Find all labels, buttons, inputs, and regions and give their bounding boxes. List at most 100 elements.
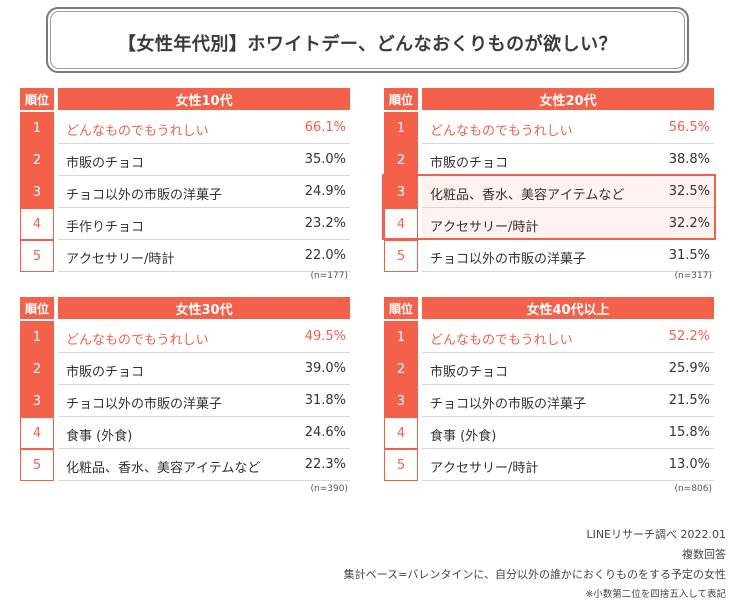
rank-header: 順位: [384, 297, 418, 319]
rank-number: 4: [20, 417, 54, 449]
item-label: どんなものでもうれしい: [66, 333, 209, 348]
rank-number: 2: [384, 353, 418, 385]
item-value: 23.2%: [304, 216, 346, 231]
item-cell: 食事 (外食) 15.8%: [422, 417, 714, 449]
ranking-panel: 順位 女性10代 1 どんなものでもうれしい 66.1% 2 市販のチョコ 35.0% 3 チョコ…: [20, 88, 350, 281]
table-row: 3 化粧品、香水、美容アイテムなど 32.5%: [384, 176, 714, 208]
item-label: 市販のチョコ: [66, 156, 145, 171]
table-row: 2 市販のチョコ 39.0%: [20, 353, 350, 385]
rank-number: 5: [20, 449, 54, 481]
title-box: 【女性年代別】ホワイトデー、どんなおくりものが欲しい？: [46, 7, 689, 73]
table-row: 4 食事 (外食) 15.8%: [384, 417, 714, 449]
item-cell: 手作りチョコ 23.2%: [58, 208, 350, 240]
table-row: 1 どんなものでもうれしい 66.1%: [20, 112, 350, 144]
item-cell: チョコ以外の市販の洋菓子 31.5%: [422, 240, 714, 272]
sample-size: (n=317): [674, 271, 712, 281]
item-label: どんなものでもうれしい: [430, 333, 573, 348]
rank-header: 順位: [20, 88, 54, 110]
group-header: 女性40代以上: [422, 297, 714, 319]
item-cell: どんなものでもうれしい 66.1%: [58, 112, 350, 144]
rank-number: 3: [384, 385, 418, 417]
item-value: 22.0%: [304, 248, 346, 263]
page-title: 【女性年代別】ホワイトデー、どんなおくりものが欲しい？: [117, 34, 618, 55]
table-row: 3 チョコ以外の市販の洋菓子 24.9%: [20, 176, 350, 208]
item-label: アクセサリー/時計: [430, 461, 539, 476]
table-row: 4 アクセサリー/時計 32.2%: [384, 208, 714, 240]
rank-number: 5: [20, 240, 54, 272]
table-row: 5 化粧品、香水、美容アイテムなど 22.3%: [20, 449, 350, 481]
table-row: 3 チョコ以外の市販の洋菓子 21.5%: [384, 385, 714, 417]
item-value: 35.0%: [304, 152, 346, 167]
multiple-answer-note: 複数回答: [682, 548, 726, 561]
table-row: 5 アクセサリー/時計 13.0%: [384, 449, 714, 481]
item-cell: アクセサリー/時計 22.0%: [58, 240, 350, 272]
table-row: 1 どんなものでもうれしい 49.5%: [20, 321, 350, 353]
rank-number: 3: [384, 176, 418, 208]
rank-number: 5: [384, 240, 418, 272]
table-row: 2 市販のチョコ 35.0%: [20, 144, 350, 176]
item-label: チョコ以外の市販の洋菓子: [66, 188, 223, 203]
item-label: 食事 (外食): [430, 429, 497, 444]
base-note: 集計ベース=バレンタインに、自分以外の誰かにおくりものをする予定の女性: [343, 568, 726, 581]
item-value: 24.6%: [304, 425, 346, 440]
item-value: 25.9%: [668, 361, 710, 376]
item-cell: 市販のチョコ 25.9%: [422, 353, 714, 385]
rank-number: 1: [20, 321, 54, 353]
item-value: 32.5%: [668, 184, 710, 199]
item-cell: 市販のチョコ 38.8%: [422, 144, 714, 176]
item-label: どんなものでもうれしい: [66, 124, 209, 139]
group-header: 女性20代: [422, 88, 714, 110]
item-value: 15.8%: [668, 425, 710, 440]
item-value: 22.3%: [304, 457, 346, 472]
rank-number: 5: [384, 449, 418, 481]
item-label: 食事 (外食): [66, 429, 133, 444]
table-row: 1 どんなものでもうれしい 52.2%: [384, 321, 714, 353]
rank-number: 2: [384, 144, 418, 176]
item-label: 化粧品、香水、美容アイテムなど: [430, 188, 625, 203]
item-label: チョコ以外の市販の洋菓子: [66, 397, 223, 412]
item-value: 56.5%: [668, 120, 710, 135]
rank-number: 1: [384, 112, 418, 144]
rank-number: 4: [384, 208, 418, 240]
table-row: 3 チョコ以外の市販の洋菓子 31.8%: [20, 385, 350, 417]
rank-number: 3: [20, 176, 54, 208]
item-cell: どんなものでもうれしい 56.5%: [422, 112, 714, 144]
item-cell: どんなものでもうれしい 52.2%: [422, 321, 714, 353]
rank-header: 順位: [20, 297, 54, 319]
item-value: 52.2%: [668, 329, 710, 344]
item-cell: どんなものでもうれしい 49.5%: [58, 321, 350, 353]
table-row: 4 食事 (外食) 24.6%: [20, 417, 350, 449]
item-label: チョコ以外の市販の洋菓子: [430, 397, 587, 412]
rank-number: 2: [20, 353, 54, 385]
item-label: 市販のチョコ: [66, 365, 145, 380]
table-row: 5 アクセサリー/時計 22.0%: [20, 240, 350, 272]
item-value: 32.2%: [668, 216, 710, 231]
item-label: 化粧品、香水、美容アイテムなど: [66, 461, 261, 476]
item-cell: 市販のチョコ 35.0%: [58, 144, 350, 176]
ranking-panel: 順位 女性40代以上 1 どんなものでもうれしい 52.2% 2 市販のチョコ 25.9% 3 チ…: [384, 297, 714, 494]
item-value: 31.5%: [668, 248, 710, 263]
item-value: 21.5%: [668, 393, 710, 408]
sample-size: (n=177): [310, 271, 348, 281]
item-label: 手作りチョコ: [66, 220, 145, 235]
footnotes: LINEリサーチ調べ 2022.01 複数回答 集計ベース=バレンタインに、自分…: [344, 525, 726, 605]
item-label: 市販のチョコ: [430, 365, 509, 380]
item-label: 市販のチョコ: [430, 156, 509, 171]
item-label: チョコ以外の市販の洋菓子: [430, 252, 587, 267]
item-label: どんなものでもうれしい: [430, 124, 573, 139]
item-value: 31.8%: [304, 393, 346, 408]
item-cell: チョコ以外の市販の洋菓子 31.8%: [58, 385, 350, 417]
sample-size: (n=806): [674, 484, 712, 494]
item-cell: 市販のチョコ 39.0%: [58, 353, 350, 385]
ranking-panel: 順位 女性30代 1 どんなものでもうれしい 49.5% 2 市販のチョコ 39.0% 3 チョコ…: [20, 297, 350, 494]
item-value: 39.0%: [304, 361, 346, 376]
item-value: 24.9%: [304, 184, 346, 199]
item-label: アクセサリー/時計: [430, 220, 539, 235]
item-cell: 化粧品、香水、美容アイテムなど 22.3%: [58, 449, 350, 481]
rounding-note: ※小数第二位を四捨五入して表記: [585, 589, 726, 600]
item-value: 66.1%: [304, 120, 346, 135]
group-header: 女性30代: [58, 297, 350, 319]
panel-header: 順位 女性30代: [20, 297, 350, 319]
panel-header: 順位 女性10代: [20, 88, 350, 110]
rank-number: 4: [20, 208, 54, 240]
